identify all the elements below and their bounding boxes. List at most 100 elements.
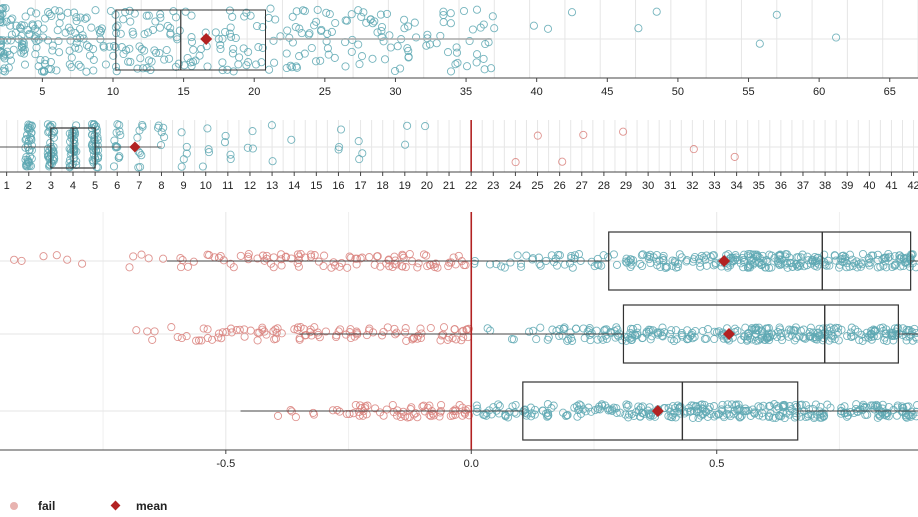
data-point: [1, 4, 10, 13]
data-point: [549, 257, 559, 267]
x-tick-label: 11: [222, 180, 233, 192]
fail-point: [227, 328, 236, 337]
data-point: [8, 14, 17, 23]
data-point: [723, 404, 732, 413]
fail-point: [144, 254, 153, 263]
data-point: [743, 335, 752, 344]
data-point: [119, 49, 128, 59]
fail-point: [413, 263, 422, 272]
x-tick-label: 0.5: [709, 458, 724, 470]
data-point: [808, 404, 817, 413]
data-point: [216, 44, 225, 54]
fail-point: [343, 263, 352, 272]
data-point: [796, 253, 805, 262]
data-point: [753, 252, 762, 261]
x-tick-label: 42: [907, 180, 918, 192]
data-point: [576, 401, 585, 410]
data-point: [133, 133, 142, 142]
data-point: [76, 62, 85, 71]
data-point: [19, 41, 28, 50]
data-point: [882, 325, 891, 334]
data-point: [48, 41, 57, 50]
data-point: [370, 17, 379, 26]
data-point: [175, 26, 184, 35]
data-point: [750, 409, 759, 418]
data-point: [575, 405, 584, 414]
fail-point: [402, 336, 411, 345]
fail-point: [314, 330, 323, 339]
data-point: [142, 11, 151, 20]
fail-point: [371, 404, 380, 413]
data-point: [163, 21, 172, 30]
data-point: [549, 401, 558, 410]
fail-point: [425, 401, 434, 410]
data-point: [20, 49, 29, 58]
fail-point: [354, 407, 364, 417]
data-point: [22, 160, 31, 169]
fail-point: [390, 324, 399, 333]
data-point: [0, 18, 5, 27]
data-point: [744, 250, 753, 259]
fail-point: [125, 263, 134, 272]
data-point: [792, 412, 801, 421]
data-point: [41, 56, 50, 65]
data-point: [179, 155, 188, 164]
data-point: [121, 8, 130, 17]
fail-point: [399, 407, 408, 416]
x-tick-label: 12: [244, 180, 256, 192]
data-point: [288, 38, 297, 47]
data-point: [390, 66, 400, 76]
data-point: [613, 325, 622, 334]
data-point: [671, 258, 680, 267]
data-point: [838, 254, 847, 264]
data-point: [248, 144, 257, 153]
data-point: [687, 330, 696, 339]
x-tick-label: 8: [158, 180, 164, 192]
data-point: [67, 63, 76, 72]
fail-point: [262, 251, 271, 260]
data-point: [568, 263, 577, 272]
data-point: [794, 253, 803, 262]
data-point: [642, 327, 651, 336]
x-tick-label: 18: [377, 180, 389, 192]
data-point: [404, 53, 413, 62]
data-point: [43, 36, 53, 45]
fail-point: [411, 409, 420, 418]
x-tick-label: 10: [107, 86, 119, 98]
fail-point: [342, 409, 351, 419]
data-point: [229, 67, 238, 76]
x-tick-label: 7: [136, 180, 142, 192]
data-point: [638, 261, 647, 271]
data-point: [702, 334, 711, 343]
data-point: [652, 257, 661, 266]
data-point: [89, 55, 98, 64]
fail-point: [460, 408, 469, 417]
data-point: [359, 8, 368, 17]
data-point: [95, 25, 104, 35]
data-point: [804, 405, 814, 414]
data-point: [652, 250, 661, 260]
data-point: [133, 64, 142, 73]
x-tick-label: 32: [686, 180, 698, 192]
data-point: [483, 324, 492, 333]
data-point: [226, 23, 235, 32]
data-point: [89, 44, 98, 54]
data-point: [25, 161, 34, 170]
data-point: [322, 8, 331, 17]
fail-point: [173, 332, 182, 342]
x-tick-label: 40: [863, 180, 875, 192]
fail-point: [218, 328, 227, 337]
data-point: [379, 37, 388, 46]
data-point: [231, 33, 240, 43]
data-point: [39, 66, 48, 75]
data-point: [749, 254, 758, 263]
fail-point: [214, 329, 224, 338]
data-point: [834, 336, 843, 345]
x-tick-label: 35: [753, 180, 765, 192]
fail-point: [341, 330, 351, 339]
data-point: [135, 42, 144, 51]
data-point: [128, 27, 137, 36]
data-point: [864, 259, 873, 268]
data-point: [109, 162, 119, 171]
data-point: [109, 41, 119, 51]
